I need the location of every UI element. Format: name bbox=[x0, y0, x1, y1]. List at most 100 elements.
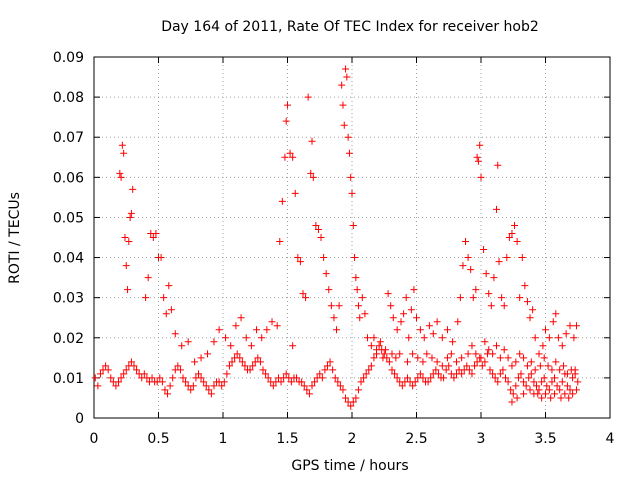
data-point bbox=[305, 390, 313, 398]
data-point bbox=[471, 362, 479, 370]
data-point bbox=[222, 334, 230, 342]
data-point bbox=[445, 362, 453, 370]
data-point bbox=[122, 262, 130, 270]
data-point bbox=[452, 358, 460, 366]
data-point bbox=[314, 225, 322, 233]
x-tick-label: 1.5 bbox=[276, 431, 298, 447]
data-point bbox=[389, 314, 397, 322]
data-point bbox=[238, 358, 246, 366]
data-point bbox=[294, 254, 302, 262]
data-point bbox=[508, 362, 516, 370]
data-point bbox=[454, 318, 462, 326]
data-point bbox=[210, 338, 218, 346]
data-point bbox=[520, 378, 528, 386]
y-tick-label: 0.01 bbox=[53, 371, 84, 387]
data-point bbox=[342, 65, 350, 73]
data-point bbox=[433, 358, 441, 366]
y-axis-label: ROTI / TECUs bbox=[7, 192, 23, 284]
data-point bbox=[256, 358, 264, 366]
data-point bbox=[464, 350, 472, 358]
data-point bbox=[307, 169, 315, 177]
data-point bbox=[542, 326, 549, 334]
data-point bbox=[476, 141, 484, 149]
data-point bbox=[367, 342, 375, 350]
data-point bbox=[120, 370, 128, 378]
data-point bbox=[419, 374, 427, 382]
data-point bbox=[542, 390, 549, 398]
data-point bbox=[432, 366, 440, 374]
data-point bbox=[289, 153, 297, 161]
data-point bbox=[402, 294, 410, 302]
data-point bbox=[210, 382, 218, 390]
data-point bbox=[178, 342, 186, 350]
data-point bbox=[370, 334, 378, 342]
data-point bbox=[548, 378, 556, 386]
data-point bbox=[375, 342, 383, 350]
data-point bbox=[416, 326, 424, 334]
data-point bbox=[560, 362, 568, 370]
data-point bbox=[121, 234, 129, 241]
data-point bbox=[130, 362, 138, 370]
data-point bbox=[468, 370, 476, 378]
data-point bbox=[477, 173, 485, 181]
data-point bbox=[503, 254, 511, 262]
data-point bbox=[298, 378, 306, 386]
data-point bbox=[397, 318, 405, 326]
data-point bbox=[129, 185, 137, 193]
data-point bbox=[388, 366, 396, 374]
data-point bbox=[563, 382, 571, 390]
data-point bbox=[396, 350, 404, 358]
data-point bbox=[467, 266, 475, 274]
data-point bbox=[264, 374, 272, 382]
data-point bbox=[508, 398, 516, 406]
data-point bbox=[126, 213, 134, 221]
data-point bbox=[360, 374, 368, 382]
data-point bbox=[465, 366, 473, 374]
data-point bbox=[325, 286, 333, 294]
data-point bbox=[433, 318, 441, 326]
data-point bbox=[269, 382, 277, 390]
data-point bbox=[376, 338, 384, 346]
data-point bbox=[349, 221, 357, 229]
data-point bbox=[563, 370, 571, 378]
x-tick-label: 3.5 bbox=[534, 431, 556, 447]
data-point bbox=[259, 366, 267, 374]
data-point bbox=[496, 354, 504, 362]
data-point bbox=[125, 238, 133, 246]
y-tick-label: 0.08 bbox=[53, 90, 84, 106]
data-point bbox=[296, 258, 304, 266]
data-point bbox=[492, 342, 500, 350]
data-point bbox=[382, 346, 390, 354]
y-tick-label: 0.09 bbox=[53, 50, 84, 66]
data-point bbox=[416, 370, 424, 378]
data-point bbox=[107, 374, 115, 382]
data-point bbox=[380, 350, 388, 358]
data-point bbox=[456, 294, 464, 302]
data-point bbox=[523, 362, 531, 370]
data-point bbox=[237, 314, 245, 322]
data-point bbox=[574, 378, 582, 386]
data-point bbox=[400, 310, 408, 318]
data-point bbox=[530, 378, 538, 386]
data-point bbox=[487, 302, 495, 310]
data-point bbox=[232, 322, 240, 330]
data-point bbox=[241, 362, 249, 370]
data-point bbox=[480, 246, 488, 254]
y-tick-label: 0.04 bbox=[53, 251, 84, 267]
data-point bbox=[327, 302, 335, 310]
data-point bbox=[463, 362, 471, 370]
data-point bbox=[357, 378, 365, 386]
data-point bbox=[299, 290, 307, 298]
data-point bbox=[473, 153, 481, 161]
data-point bbox=[247, 342, 255, 350]
data-point bbox=[489, 350, 497, 358]
data-point bbox=[527, 358, 535, 366]
data-point bbox=[413, 314, 420, 322]
data-point bbox=[312, 221, 320, 229]
data-point bbox=[189, 382, 197, 390]
chart-title: Day 164 of 2011, Rate Of TEC Index for r… bbox=[161, 19, 539, 35]
data-point bbox=[504, 354, 512, 362]
data-point bbox=[321, 366, 329, 374]
data-point bbox=[529, 306, 537, 314]
data-point bbox=[308, 382, 316, 390]
